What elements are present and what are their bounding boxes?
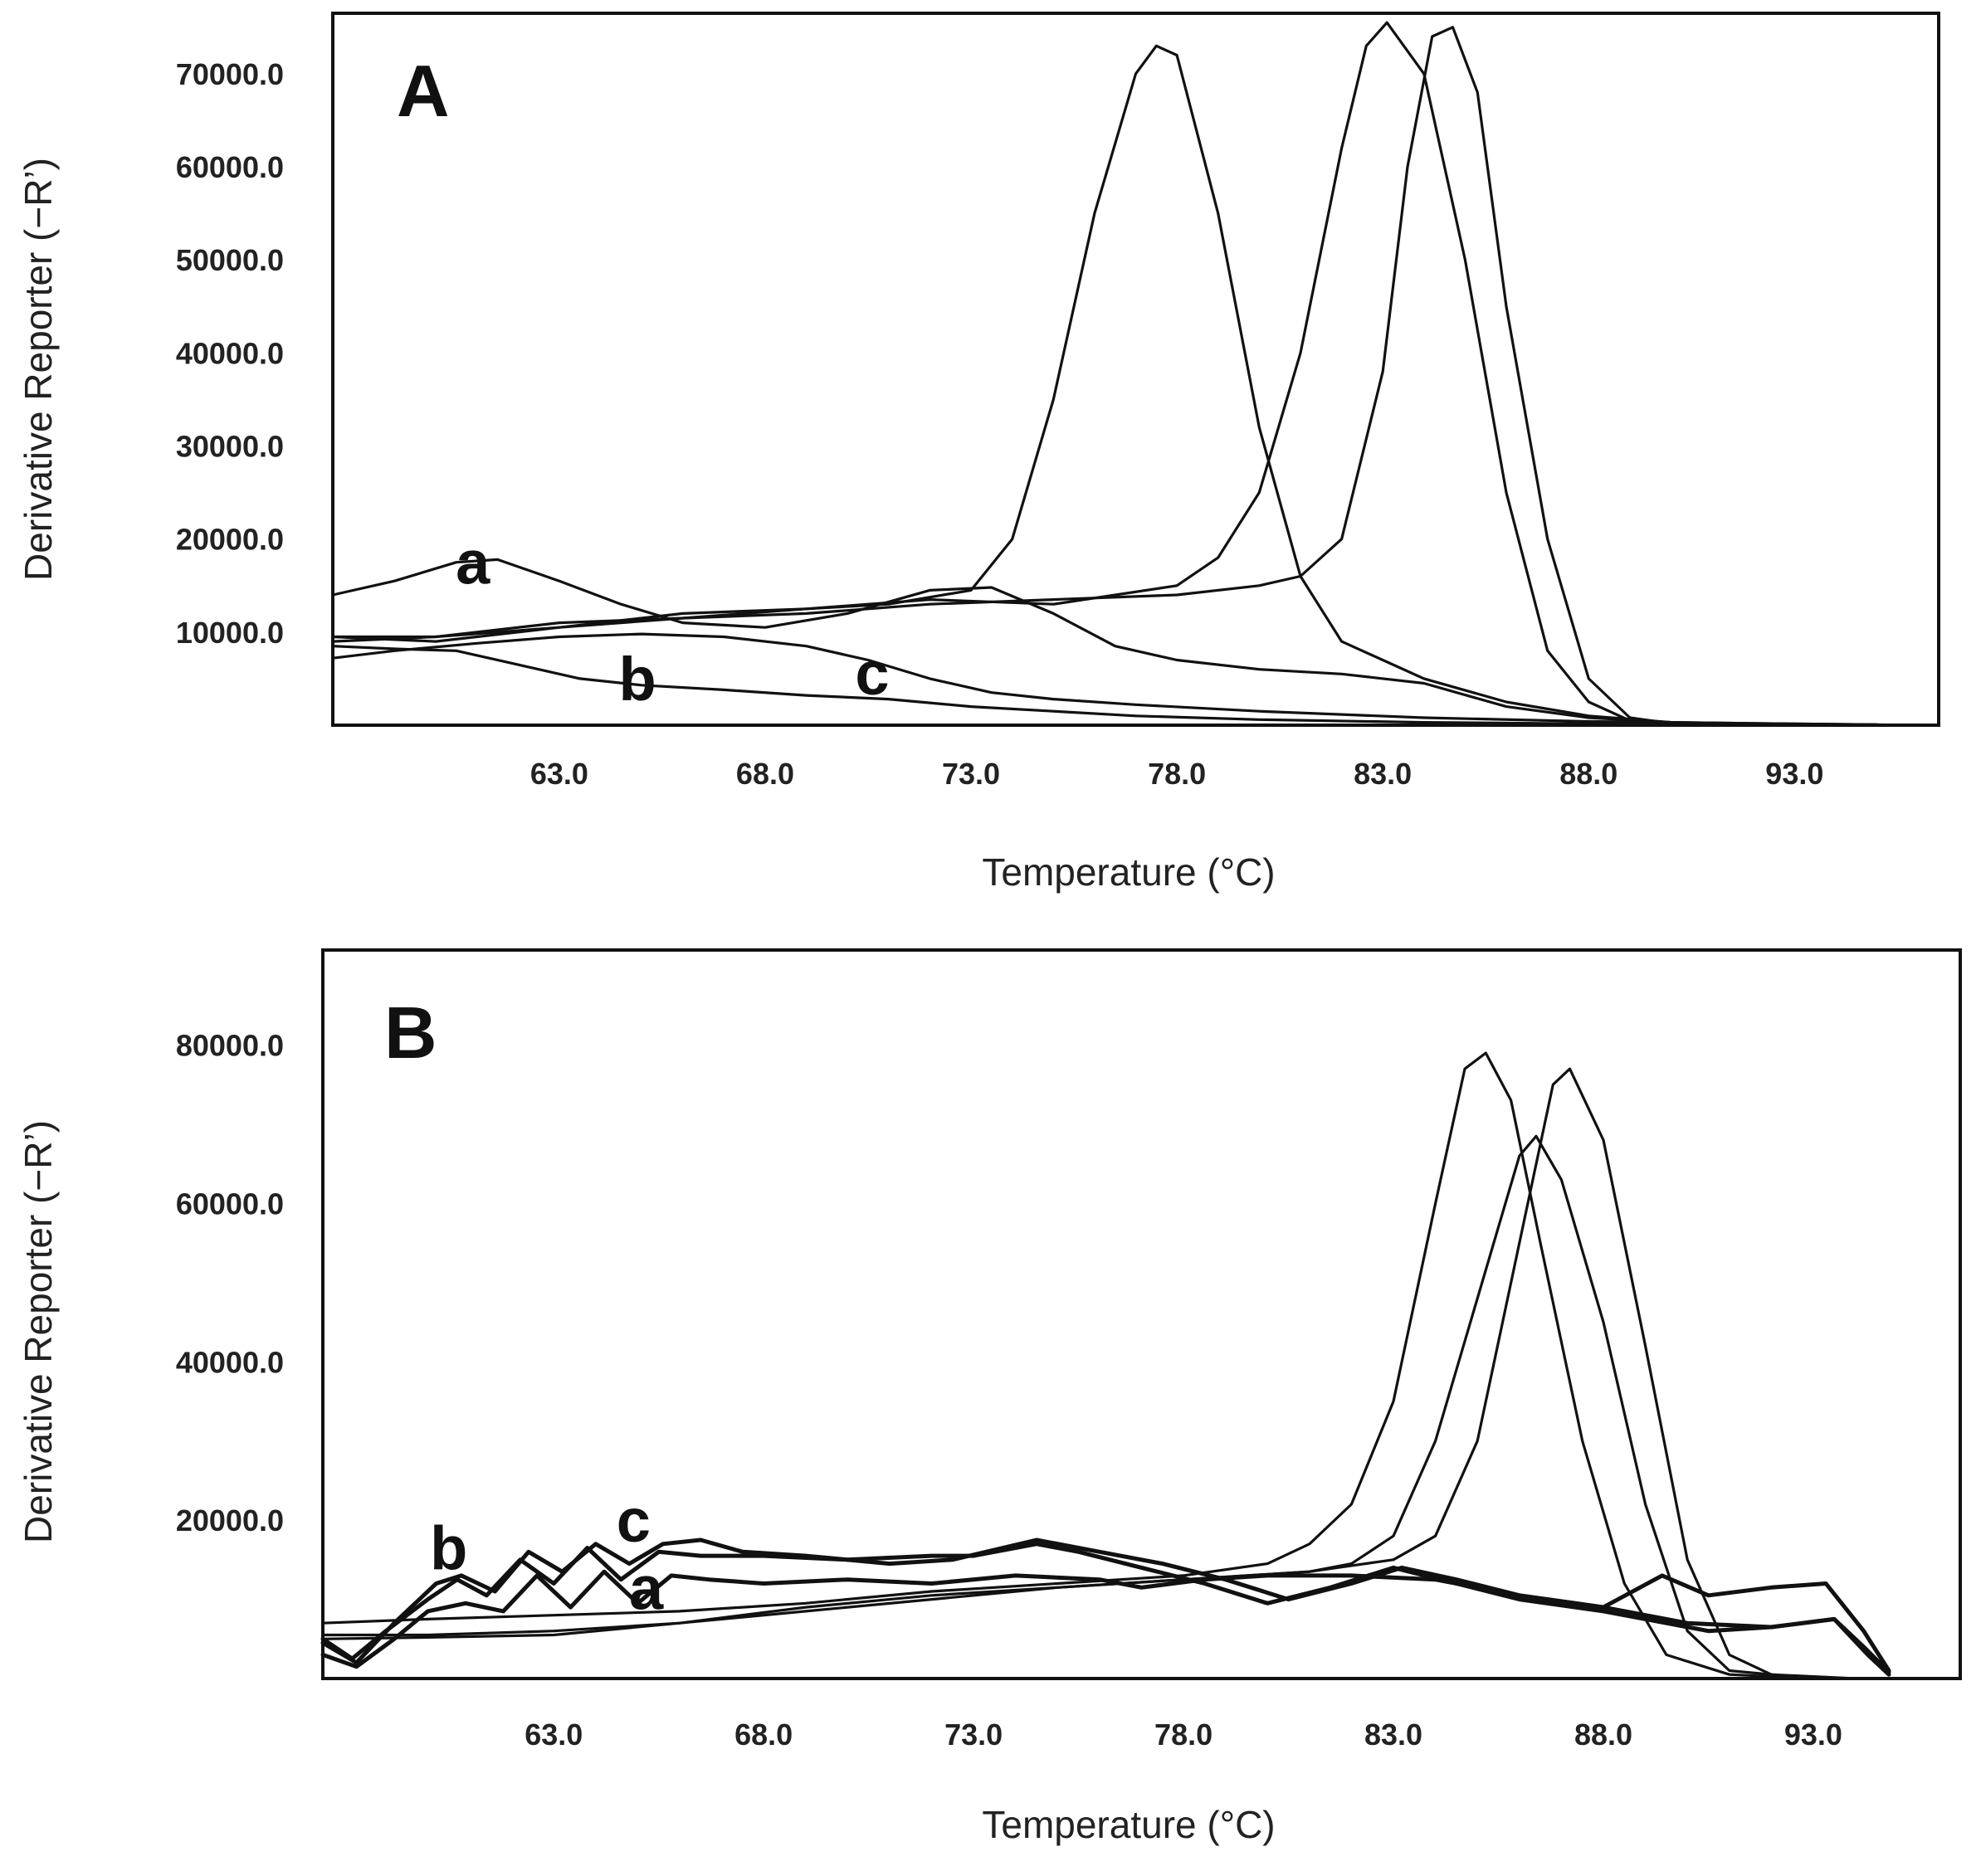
panel-b-series-a xyxy=(320,1569,1891,1677)
panel-a-y-tick-label: 10000.0 xyxy=(176,616,284,650)
panel-a-x-tick-label: 68.0 xyxy=(736,757,794,791)
panel-a-x-tick-label: 78.0 xyxy=(1148,757,1206,791)
panel-a-y-tick-label: 20000.0 xyxy=(176,523,284,557)
panel-b-annotation-a: a xyxy=(629,1553,664,1622)
panel-b-y-tick-label: 60000.0 xyxy=(176,1187,284,1221)
panel-a-x-tick-label: 93.0 xyxy=(1765,757,1823,791)
panel-b-y-tick-label: 40000.0 xyxy=(176,1345,284,1379)
panel-a-y-tick-label: 60000.0 xyxy=(176,150,284,184)
panel-b-y-tick-label: 20000.0 xyxy=(176,1503,284,1537)
panel-a-x-tick-label: 63.0 xyxy=(530,757,588,791)
panel-a-annotation-c: c xyxy=(855,639,889,708)
panel-b-plot-frame xyxy=(321,948,1962,1680)
panel-b-annotation-b: b xyxy=(430,1514,467,1583)
panel-b-x-tick-label: 93.0 xyxy=(1784,1718,1842,1752)
panel-b-y-axis-label: Derivative Reporter (−R’) xyxy=(17,1120,60,1543)
panel-b-series-peak-87 xyxy=(321,1067,1857,1680)
panel-a-x-tick-label: 88.0 xyxy=(1559,757,1617,791)
panel-b-x-tick-label: 68.0 xyxy=(734,1718,793,1752)
panel-b-x-tick-label: 63.0 xyxy=(525,1718,583,1752)
panel-b-x-tick-label: 73.0 xyxy=(944,1718,1003,1752)
panel-b-chart: 63.0 68.0 73.0 78.0 83.0 88.0 93.0 20000.0 40000… xyxy=(17,948,1962,1846)
panel-b-series-c xyxy=(320,1537,1891,1673)
panel-a-y-tick-label: 70000.0 xyxy=(176,57,284,91)
panel-a-x-axis-label: Temperature (°C) xyxy=(982,850,1275,894)
panel-a-y-tick-label: 40000.0 xyxy=(176,336,284,370)
panel-a-series-b xyxy=(331,645,1879,726)
panel-b-x-tick-label: 88.0 xyxy=(1574,1718,1632,1752)
panel-a-y-tick-label: 30000.0 xyxy=(176,430,284,464)
panel-a-annotation-b: b xyxy=(619,645,656,714)
panel-a-letter: A xyxy=(397,50,450,132)
panel-b-series-peak-86-3 xyxy=(321,1134,1815,1680)
panel-a-series-a xyxy=(331,558,1920,727)
panel-a-series-peak-83 xyxy=(331,21,1879,727)
panel-b-x-tick-label: 78.0 xyxy=(1154,1718,1213,1752)
panel-b-x-tick-label: 83.0 xyxy=(1364,1718,1422,1752)
panel-a-chart: 63.0 68.0 73.0 78.0 83.0 88.0 93.0 10000.0 20000… xyxy=(17,12,1940,894)
panel-b-annotation-c: c xyxy=(617,1486,651,1555)
panel-b-x-axis-label: Temperature (°C) xyxy=(982,1803,1275,1846)
panel-a-y-axis-label: Derivative Reporter (−R’) xyxy=(17,158,60,581)
panel-a-y-tick-label: 50000.0 xyxy=(176,243,284,277)
panel-a-plot-frame xyxy=(331,12,1940,727)
panel-b-y-tick-label: 80000.0 xyxy=(176,1029,284,1063)
panel-b-series-b xyxy=(320,1542,1891,1674)
panel-a-x-tick-label: 83.0 xyxy=(1354,757,1412,791)
panel-a-annotation-a: a xyxy=(456,529,490,597)
panel-a-x-tick-label: 73.0 xyxy=(942,757,1000,791)
panel-b-letter: B xyxy=(384,992,437,1074)
panel-a-series-c xyxy=(331,632,1879,726)
panel-b-series-peak-85 xyxy=(321,1051,1815,1680)
panel-a-series-peak-84-5 xyxy=(331,26,1879,727)
